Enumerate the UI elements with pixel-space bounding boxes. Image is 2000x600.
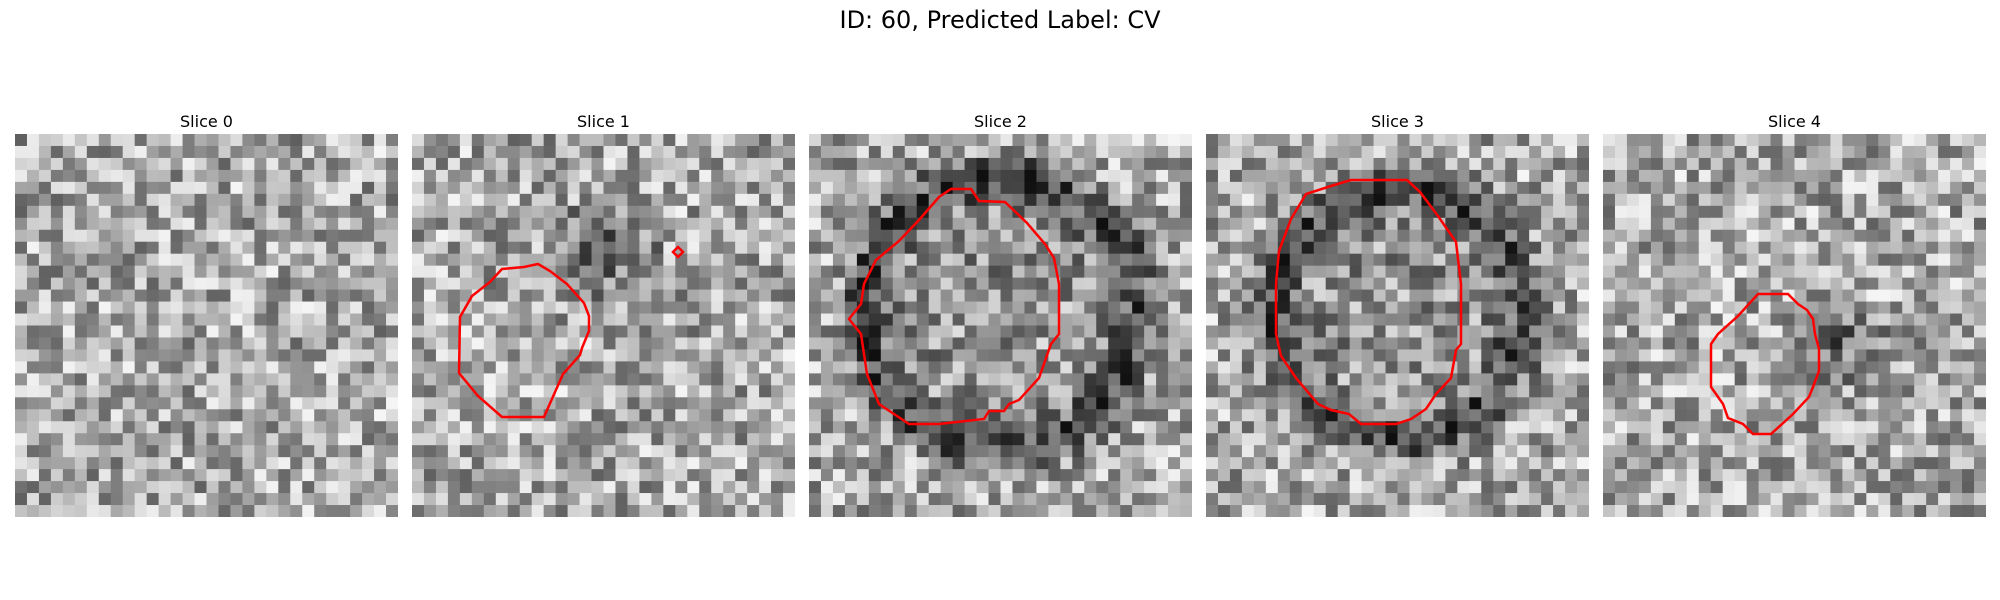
grayscale-pixel-grid — [1603, 134, 1986, 517]
grayscale-pixel-grid — [15, 134, 398, 517]
slice-panel-2: Slice 2 — [809, 110, 1192, 517]
slice-title: Slice 3 — [1371, 112, 1424, 131]
slice-image — [1206, 134, 1589, 517]
slice-panel-1: Slice 1 — [412, 110, 795, 517]
slice-title: Slice 4 — [1768, 112, 1821, 131]
grayscale-pixel-grid — [412, 134, 795, 517]
small-contour — [671, 245, 685, 259]
grayscale-pixel-grid — [809, 134, 1192, 517]
slice-image — [412, 134, 795, 517]
main-contour — [457, 262, 591, 419]
slice-panel-0: Slice 0 — [15, 110, 398, 517]
slice-image — [809, 134, 1192, 517]
slice-title: Slice 1 — [577, 112, 630, 131]
slice-image — [1603, 134, 1986, 517]
main-contour — [1709, 292, 1821, 436]
slice-panel-3: Slice 3 — [1206, 110, 1589, 517]
slice-title: Slice 0 — [180, 112, 233, 131]
figure-title: ID: 60, Predicted Label: CV — [839, 6, 1161, 34]
main-contour — [1274, 178, 1463, 426]
slice-panel-4: Slice 4 — [1603, 110, 1986, 517]
slice-title: Slice 2 — [974, 112, 1027, 131]
slice-image — [15, 134, 398, 517]
grayscale-pixel-grid — [1206, 134, 1589, 517]
main-contour — [847, 187, 1061, 426]
